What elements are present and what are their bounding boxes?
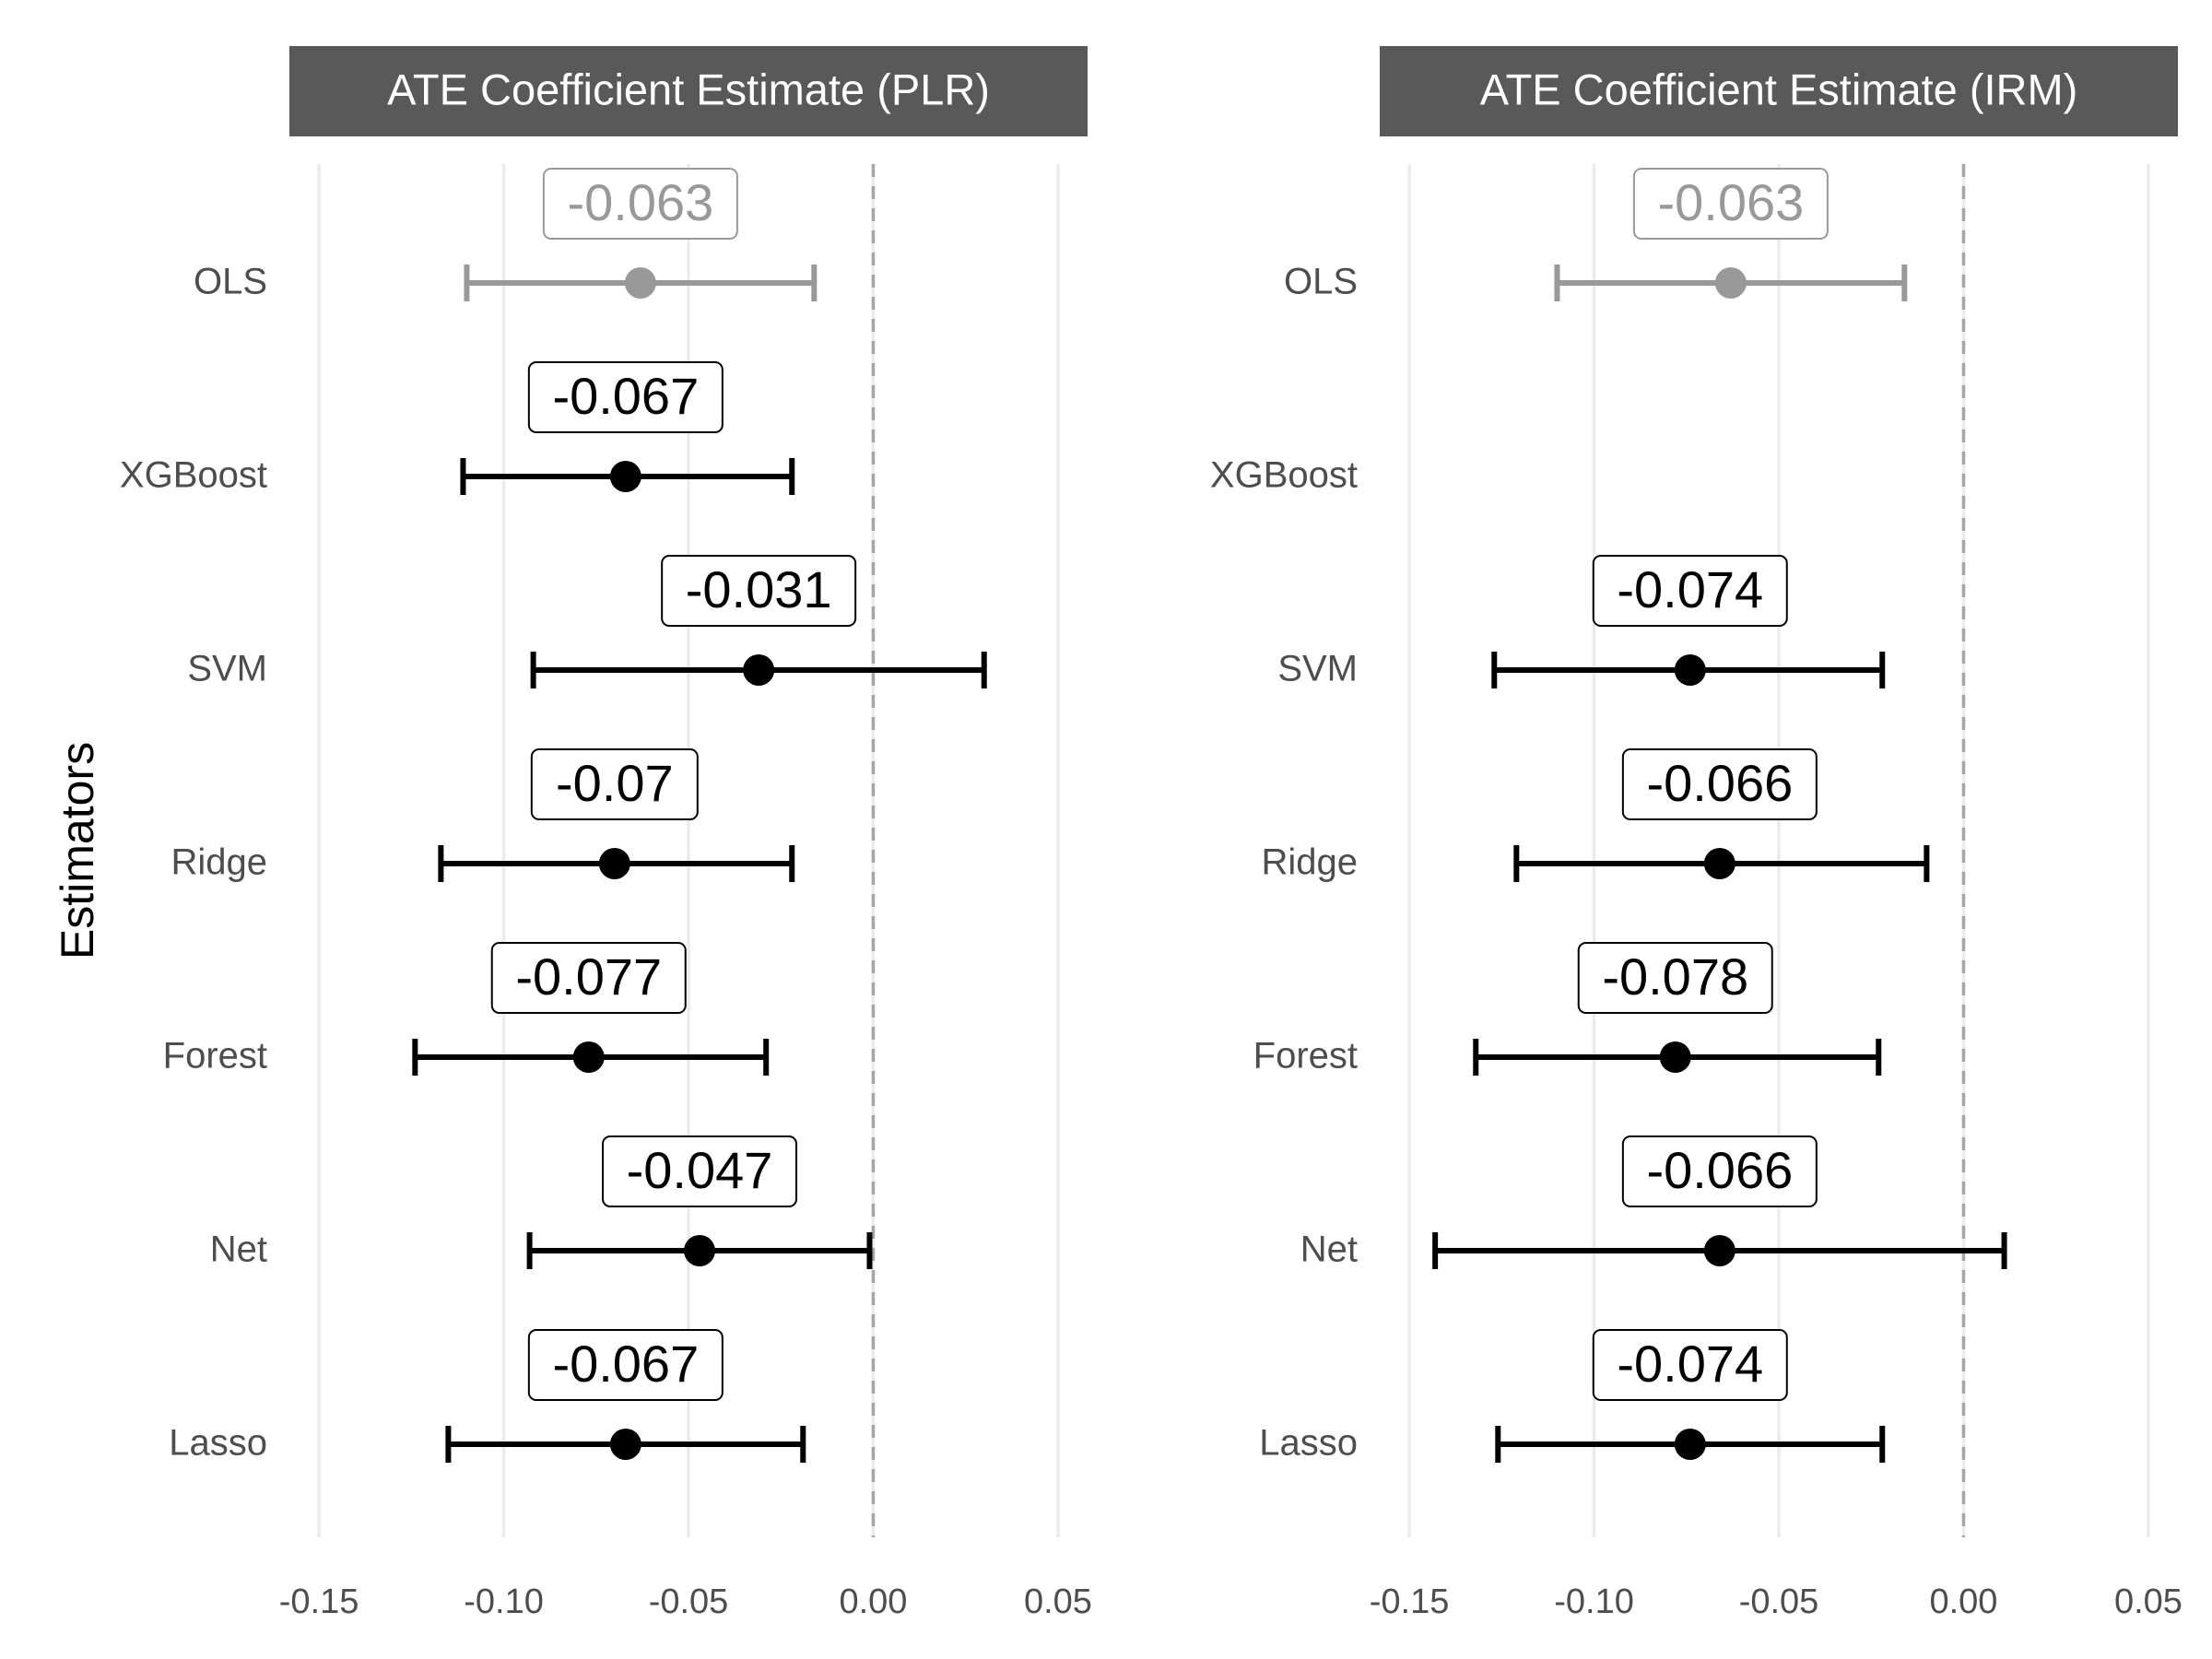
facet-strip [289,46,1088,136]
value-label-box [530,748,699,820]
value-label: -0.074 [1617,1335,1763,1393]
panel-irm: ATE Coefficient Estimate (IRM) -0.15 -0.10… [1210,46,2183,1621]
estimate-point [1703,1235,1735,1266]
x-tick-label: -0.05 [1739,1583,1819,1621]
value-label-box [1632,168,1829,240]
estimate-point [743,654,775,686]
value-label-box [602,1135,798,1207]
value-label: -0.078 [1602,947,1748,1006]
y-axis-title: Estimators [52,742,103,959]
estimate-point [609,461,641,492]
category-label: Forest [163,1036,267,1077]
value-label-box [1592,1329,1788,1401]
x-tick-label: -0.15 [1370,1583,1450,1621]
estimate-point [1674,654,1706,686]
value-label-box [527,1329,724,1401]
value-label-box [1621,748,1818,820]
estimate-point [1674,1429,1706,1460]
estimate-point [572,1041,605,1073]
category-label: XGBoost [1210,455,1358,496]
value-label: -0.047 [627,1141,773,1199]
x-tick-label: 0.00 [839,1583,907,1621]
value-label-box [661,555,857,627]
value-label-box [1592,555,1788,627]
facet-strip-title: ATE Coefficient Estimate (PLR) [387,65,990,113]
x-tick-label: -0.15 [279,1583,359,1621]
panel-plr: ATE Coefficient Estimate (PLR) -0.15 -0.10… [120,46,1092,1621]
value-label-box [1621,1135,1818,1207]
category-label: XGBoost [120,455,267,496]
value-label: -0.074 [1617,560,1763,618]
estimate-point [609,1429,641,1460]
category-label: Ridge [171,842,267,883]
value-label-box [490,942,687,1014]
x-tick-label: -0.10 [464,1583,544,1621]
value-label: -0.066 [1646,754,1793,812]
estimate-point [624,267,656,299]
value-label: -0.07 [556,754,674,812]
x-tick-label: -0.05 [649,1583,729,1621]
estimate-point [1703,848,1735,879]
category-label: Net [210,1230,267,1270]
estimate-point [1659,1041,1691,1073]
category-label: Net [1300,1230,1358,1270]
facet-strip [1380,46,2178,136]
estimate-point [598,848,630,879]
facet-strip-title: ATE Coefficient Estimate (IRM) [1480,65,2078,113]
category-label: OLS [194,262,267,302]
category-label: Ridge [1261,842,1358,883]
x-tick-label: 0.00 [1929,1583,1997,1621]
value-label-box [542,168,738,240]
estimate-point [1714,267,1747,299]
x-tick-label: 0.05 [2114,1583,2183,1621]
value-label: -0.063 [1657,173,1804,231]
value-label: -0.067 [552,367,699,425]
x-tick-label: -0.10 [1554,1583,1634,1621]
category-label: OLS [1284,262,1358,302]
value-label-box [1577,942,1773,1014]
x-tick-label: 0.05 [1024,1583,1092,1621]
value-label: -0.066 [1646,1141,1793,1199]
value-label: -0.067 [552,1335,699,1393]
estimate-point [684,1235,716,1266]
category-label: Lasso [1259,1423,1358,1464]
category-label: SVM [187,649,267,689]
category-label: SVM [1277,649,1358,689]
value-label: -0.031 [686,560,832,618]
value-label: -0.063 [567,173,713,231]
value-label: -0.077 [515,947,662,1006]
value-label-box [527,361,724,433]
category-label: Forest [1253,1036,1358,1077]
category-label: Lasso [169,1423,267,1464]
